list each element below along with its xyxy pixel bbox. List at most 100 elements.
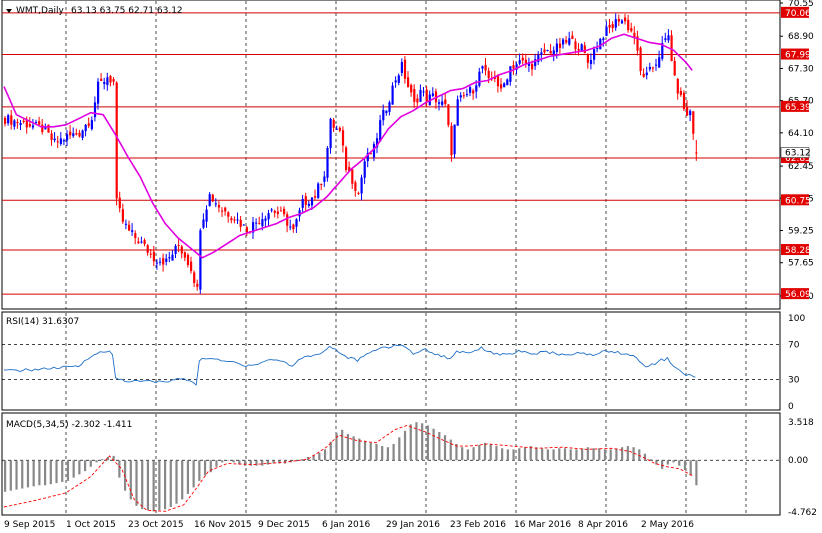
candle-down (137, 241, 140, 244)
candle-down (50, 133, 53, 140)
candle-down (651, 67, 655, 69)
macd-bar (432, 428, 435, 461)
candle-up (323, 176, 326, 182)
price-candles (4, 13, 698, 294)
candle-up (453, 124, 456, 155)
macd-bar (112, 455, 115, 461)
candle-down (351, 169, 354, 184)
candle-down (636, 36, 639, 51)
candle-up (645, 72, 648, 76)
candle-down (574, 41, 577, 50)
level-price-label: 56.09 (785, 290, 811, 300)
date-tick-label: 1 Oct 2015 (66, 520, 116, 530)
candle-down (183, 252, 186, 258)
candle-down (100, 78, 103, 81)
candle-up (155, 262, 159, 264)
candle-down (627, 19, 630, 31)
candle-up (441, 101, 444, 105)
macd-bar (518, 448, 521, 461)
candle-down (577, 49, 580, 51)
level-price-label: 67.99 (785, 51, 811, 61)
level-price-tag (781, 48, 809, 60)
candle-up (540, 52, 543, 55)
candle-down (348, 167, 351, 172)
candle-down (633, 32, 636, 38)
macd-bar (552, 449, 555, 461)
candle-up (475, 85, 478, 92)
dropdown-triangle-icon[interactable] (6, 9, 12, 13)
level-price-tag (781, 100, 809, 112)
macd-bar (569, 449, 572, 461)
candle-up (648, 67, 651, 70)
macd-bar (455, 443, 458, 461)
macd-bar (603, 449, 607, 461)
macd-bar (638, 449, 641, 461)
candle-down (239, 219, 242, 227)
candle-up (103, 81, 106, 85)
macd-bar (261, 460, 264, 466)
candle-up (289, 226, 292, 228)
macd-bar (512, 449, 515, 461)
macd-bar (203, 460, 207, 476)
price-tick-label: 70.55 (788, 0, 814, 9)
candle-up (562, 39, 565, 45)
level-price-label: 70.06 (785, 9, 811, 19)
macd-bar (21, 460, 24, 489)
candle-down (484, 64, 487, 71)
date-tick-label: 16 Nov 2015 (194, 520, 252, 530)
macd-bar (632, 447, 635, 461)
macd-tick-label: -4.762 (788, 508, 817, 518)
candle-down (4, 117, 7, 124)
candle-up (388, 102, 391, 112)
candle-down (190, 261, 193, 272)
candle-down (87, 123, 90, 126)
macd-bar (352, 436, 355, 461)
macd-bar (678, 460, 681, 466)
support-resistance-lines (2, 12, 780, 295)
candle-up (360, 177, 363, 194)
macd-bar (15, 460, 18, 490)
level-price-label: 60.75 (785, 196, 811, 206)
candle-down (283, 208, 286, 215)
candle-up (255, 222, 258, 224)
macd-bar (381, 446, 384, 461)
candle-down (450, 125, 453, 156)
level-price-label: 62.85 (785, 154, 811, 164)
candle-up (422, 91, 425, 93)
candle-down (369, 153, 372, 155)
candle-down (217, 205, 221, 208)
date-tick-label: 8 Apr 2016 (578, 520, 628, 530)
macd-bar (181, 460, 184, 500)
candle-down (75, 133, 78, 135)
candle-up (31, 125, 35, 128)
macd-bar (26, 460, 30, 488)
current-price-label: 63.12 (785, 149, 811, 159)
candle-down (224, 207, 227, 212)
level-price-tag (781, 194, 809, 206)
candle-up (661, 43, 664, 59)
candle-down (69, 131, 72, 136)
candle-up (481, 66, 484, 69)
candle-up (382, 109, 385, 121)
date-tick-label: 23 Feb 2016 (450, 520, 506, 530)
candle-up (391, 85, 394, 105)
candle-up (84, 124, 87, 132)
candle-up (171, 254, 174, 261)
current-price-tag (780, 147, 810, 158)
candle-up (503, 83, 506, 88)
candle-down (611, 24, 614, 29)
candle-down (639, 47, 642, 72)
candle-down (630, 28, 633, 32)
macd-bar (163, 460, 167, 510)
candle-up (236, 219, 239, 221)
macd-bar (341, 429, 344, 461)
macd-bar (421, 423, 424, 461)
macd-bar (226, 460, 230, 461)
macd-bar (461, 447, 464, 461)
macd-bar (489, 443, 492, 461)
candle-down (149, 253, 152, 255)
rsi-line (3, 344, 696, 386)
candle-up (264, 218, 267, 221)
candle-down (676, 78, 679, 94)
macd-bar (295, 460, 298, 462)
